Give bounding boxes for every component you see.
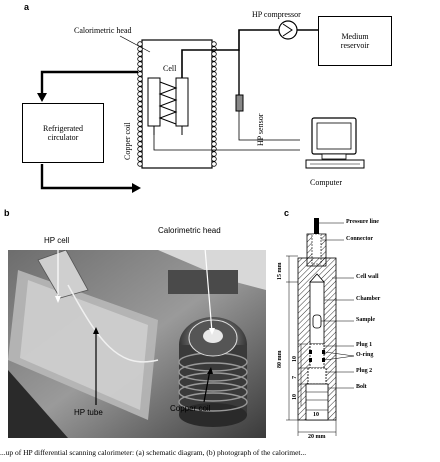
coil-bead xyxy=(211,76,217,82)
label-computer: Computer xyxy=(310,178,342,187)
cell-zigzag xyxy=(158,81,178,125)
coolant-out xyxy=(40,70,138,95)
coil-bead xyxy=(137,56,143,62)
panel-a-letter: a xyxy=(24,2,30,12)
plug1-shape xyxy=(309,343,325,369)
dim-10-a: 10 xyxy=(292,356,298,362)
label-calorimetric-head: Calorimetric head xyxy=(74,26,132,35)
coil-bead xyxy=(211,111,217,117)
label-pressure-line: Pressure line xyxy=(346,219,379,225)
label-copper-coil-photo: Copper coil xyxy=(170,404,211,413)
coil-bead xyxy=(211,86,217,92)
coil-bead xyxy=(211,121,217,127)
dim-10-c: 10 xyxy=(313,412,319,418)
coolant-in xyxy=(40,164,134,190)
chamber-shape xyxy=(309,281,325,345)
coil-bead xyxy=(211,51,217,57)
plug2-shape xyxy=(307,367,327,385)
coil-bead xyxy=(211,41,217,47)
coil-bead xyxy=(211,71,217,77)
coil-bead xyxy=(137,121,143,127)
coil-bead xyxy=(137,106,143,112)
bolt-shape xyxy=(305,383,329,421)
coil-bead xyxy=(211,91,217,97)
photo-drawing xyxy=(8,250,266,438)
coil-bead xyxy=(211,106,217,112)
refrigerated-line2: circulator xyxy=(47,133,79,142)
panel-b-letter: b xyxy=(4,208,10,218)
sensor-cable xyxy=(238,111,300,141)
label-plug2: Plug 2 xyxy=(356,368,373,374)
dim-7: 7 xyxy=(292,376,298,379)
label-oring: O-ring xyxy=(356,352,374,358)
label-calorimetric-head-photo: Calorimetric head xyxy=(158,226,221,235)
label-hp-compressor: HP compressor xyxy=(252,10,301,19)
coil-bead xyxy=(137,86,143,92)
label-bolt: Bolt xyxy=(356,384,367,390)
dim-20mm: 20 mm xyxy=(308,434,326,440)
medium-reservoir-line2: reservoir xyxy=(340,41,370,50)
coil-bead xyxy=(211,66,217,72)
coil-bead xyxy=(137,76,143,82)
panel-b-photo xyxy=(8,250,266,438)
dim-80mm: 80 mm xyxy=(277,350,283,369)
label-hp-cell: HP cell xyxy=(44,236,70,245)
hp-sensor-body xyxy=(235,94,244,112)
coil-bead xyxy=(211,96,217,102)
label-plug1: Plug 1 xyxy=(356,342,373,348)
copper-coil-right xyxy=(211,41,217,167)
refrigerated-circulator-box: Refrigerated circulator xyxy=(22,103,104,163)
coil-bead xyxy=(137,71,143,77)
label-sample: Sample xyxy=(356,317,376,323)
copper-coil-left xyxy=(137,41,143,167)
coil-bead xyxy=(137,91,143,97)
copper-coil-rings xyxy=(178,352,248,412)
label-hp-tube: HP tube xyxy=(74,408,103,417)
coil-bead xyxy=(137,66,143,72)
medium-reservoir-box: Medium reservoir xyxy=(318,16,392,66)
label-cell: Cell xyxy=(163,64,177,73)
coil-bead xyxy=(137,116,143,122)
dim-15mm: 15 mm xyxy=(277,262,283,281)
panel-c-letter: c xyxy=(284,208,290,218)
figure-caption: ...up of HP differential scanning calori… xyxy=(0,448,307,457)
coil-bead xyxy=(211,116,217,122)
coil-bead xyxy=(211,56,217,62)
label-connector: Connector xyxy=(346,236,373,242)
medium-reservoir-line1: Medium xyxy=(341,32,369,41)
coil-bead xyxy=(137,161,143,167)
coil-bead xyxy=(211,161,217,167)
coil-bead xyxy=(137,96,143,102)
coil-bead xyxy=(137,81,143,87)
coil-bead xyxy=(211,101,217,107)
sample-shape xyxy=(312,314,322,329)
label-cell-wall: Cell wall xyxy=(356,274,379,280)
dim-10-b: 10 xyxy=(292,394,298,400)
coil-bead xyxy=(137,111,143,117)
coil-bead xyxy=(211,81,217,87)
coil-bead xyxy=(137,101,143,107)
label-chamber: Chamber xyxy=(356,296,381,302)
refrigerated-line1: Refrigerated xyxy=(43,124,83,133)
coil-bead xyxy=(137,51,143,57)
